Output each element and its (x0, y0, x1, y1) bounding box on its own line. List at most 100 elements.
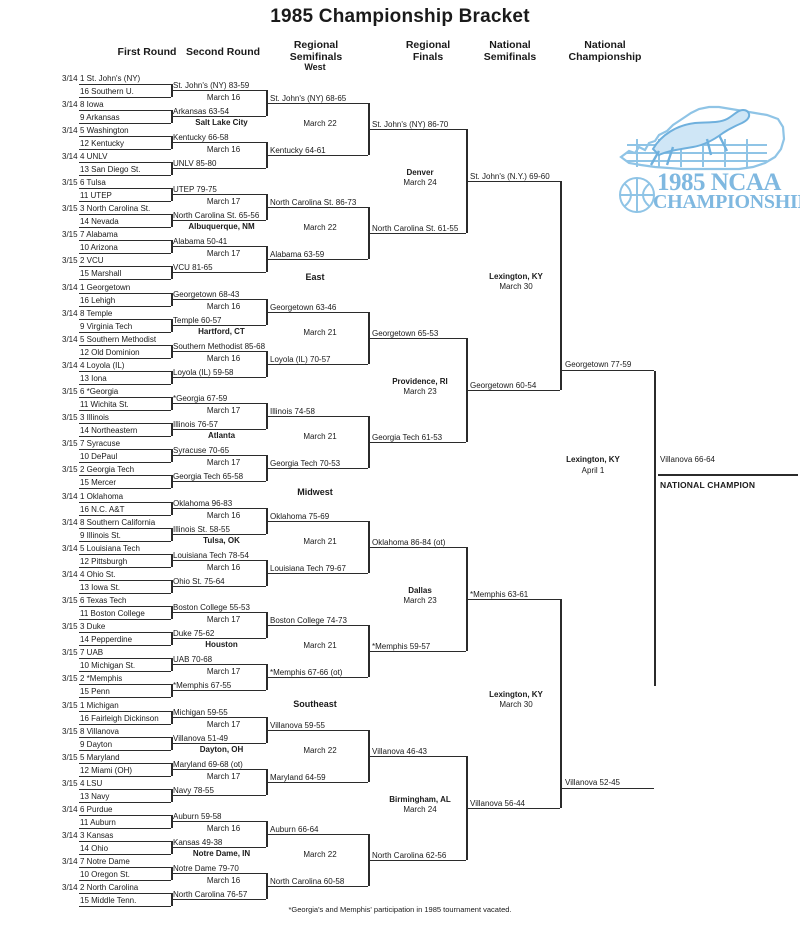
regional-semifinal-rule (268, 730, 368, 731)
second-round-rule (171, 116, 266, 117)
second-round-bracket-connector (266, 455, 268, 481)
second-round-result: Oklahoma 96-83 (173, 498, 233, 508)
regional-semifinal-rule (268, 364, 368, 365)
first-round-team: 10 Arizona (80, 243, 118, 252)
first-round-team: 10 Michigan St. (80, 661, 136, 670)
regional-semifinal-date: March 22 (303, 222, 337, 232)
first-round-team: 4 LSU (80, 779, 103, 788)
national-semifinal-date: March 30 (499, 700, 533, 709)
first-round-team: 9 Dayton (80, 740, 113, 749)
second-round-result: Ohio St. 75-64 (173, 576, 225, 586)
regional-semifinal-rule (268, 886, 368, 887)
regional-final-site: Dallas (408, 585, 432, 595)
column-header-first-round: First Round (117, 46, 177, 58)
first-round-team: 1 St. John's (NY) (80, 74, 141, 83)
regional-final-date: March 24 (403, 177, 437, 187)
first-round-team: 5 Washington (80, 126, 129, 135)
first-round-date: 3/14 (62, 570, 78, 579)
second-round-rule (171, 743, 266, 744)
column-header-second-round: Second Round (185, 46, 261, 58)
first-round-date: 3/15 (62, 622, 78, 631)
logo-registered-mark: . (747, 181, 750, 193)
first-round-rule (79, 161, 171, 163)
regional-semifinal-date: March 21 (303, 640, 337, 650)
regional-semifinal-rule (268, 312, 368, 313)
regional-semifinal-result: Loyola (IL) 70-57 (270, 354, 331, 364)
second-round-rule (171, 795, 266, 796)
regional-semifinal-result: Louisiana Tech 79-67 (270, 563, 346, 573)
regional-semifinal-result: North Carolina 60-58 (270, 876, 345, 886)
second-round-result: Maryland 69-68 (ot) (173, 759, 243, 769)
regional-semifinal-result: Villanova 59-55 (270, 720, 326, 730)
first-round-rule (79, 83, 171, 85)
second-round-result: Georgetown 68-43 (173, 289, 240, 299)
national-semifinal-result: Villanova 56-44 (470, 798, 526, 808)
second-round-result: Temple 60-57 (173, 315, 222, 325)
national-semifinal-site: Lexington, KY (489, 272, 543, 281)
first-round-team: 1 Michigan (80, 701, 119, 710)
first-round-rule (79, 892, 171, 894)
first-round-team: 6 *Georgia (80, 387, 119, 396)
first-round-team: 6 Purdue (80, 805, 113, 814)
second-round-result: Kentucky 66-58 (173, 132, 229, 142)
second-round-rule (171, 351, 266, 352)
first-round-rule (79, 487, 171, 489)
logo-line-1: 1985 NCAA (657, 169, 781, 196)
first-round-date: 3/14 (62, 126, 78, 135)
second-round-rule (171, 534, 266, 535)
regional-final-bracket-connector (466, 756, 468, 860)
first-round-team: 1 Oklahoma (80, 492, 124, 501)
first-round-rule (79, 696, 171, 698)
second-round-rule (171, 821, 266, 822)
regional-semifinal-bracket-connector (368, 207, 370, 259)
first-round-team: 15 Mercer (80, 478, 117, 487)
regional-semifinal-rule (268, 834, 368, 835)
second-round-date: March 16 (206, 510, 241, 520)
first-round-team: 13 Navy (80, 792, 110, 801)
first-round-rule (79, 605, 171, 607)
second-round-bracket-connector (266, 351, 268, 377)
page-title: 1985 Championship Bracket (270, 6, 530, 27)
second-round-rule (171, 847, 266, 848)
second-round-rule (171, 272, 266, 273)
first-round-team: 12 Old Dominion (80, 348, 140, 357)
regional-semifinal-rule (268, 103, 368, 104)
second-round-result: North Carolina St. 65-56 (173, 210, 260, 220)
second-round-site: Hartford, CT (198, 327, 245, 336)
second-round-site: Salt Lake City (195, 118, 248, 127)
second-round-bracket-connector (266, 508, 268, 534)
first-round-team: 11 Wichita St. (80, 400, 129, 409)
title-game-bracket-connector (654, 371, 656, 686)
first-round-team: 5 Louisiana Tech (80, 544, 140, 553)
second-round-bracket-connector (266, 194, 268, 220)
first-round-date: 3/15 (62, 465, 78, 474)
first-round-rule (79, 866, 171, 868)
column-header-national-semifinals: National Semifinals (483, 39, 537, 63)
first-round-date: 3/14 (62, 857, 78, 866)
first-round-rule (79, 749, 171, 751)
first-round-rule (79, 683, 171, 685)
second-round-site: Houston (205, 640, 238, 649)
second-round-bracket-connector (266, 664, 268, 690)
regional-semifinal-result: Georgia Tech 70-53 (270, 458, 341, 468)
second-round-result: Boston College 55-53 (173, 602, 250, 612)
national-semifinal-rule (468, 808, 560, 809)
first-round-team: 16 Lehigh (80, 296, 116, 305)
first-round-team: 9 Illinois St. (80, 531, 121, 540)
second-round-date: March 17 (206, 405, 241, 415)
first-round-team: 10 DePaul (80, 452, 118, 461)
second-round-site: Tulsa, OK (203, 536, 240, 545)
first-round-rule (79, 775, 171, 777)
first-round-team: 3 Kansas (80, 831, 114, 840)
second-round-result: Louisiana Tech 78-54 (173, 550, 249, 560)
second-round-result: UAB 70-68 (173, 654, 213, 664)
ncaa-1985-championship-logo: 1985 NCAA . CHAMPIONSHIP (615, 95, 800, 225)
second-round-rule (171, 194, 266, 195)
second-round-rule (171, 403, 266, 404)
first-round-team: 13 San Diego St. (80, 165, 141, 174)
regional-semifinal-result: Maryland 64-59 (270, 772, 326, 782)
first-round-team: 12 Miami (OH) (80, 766, 133, 775)
first-round-rule (79, 292, 171, 294)
second-round-rule (171, 873, 266, 874)
